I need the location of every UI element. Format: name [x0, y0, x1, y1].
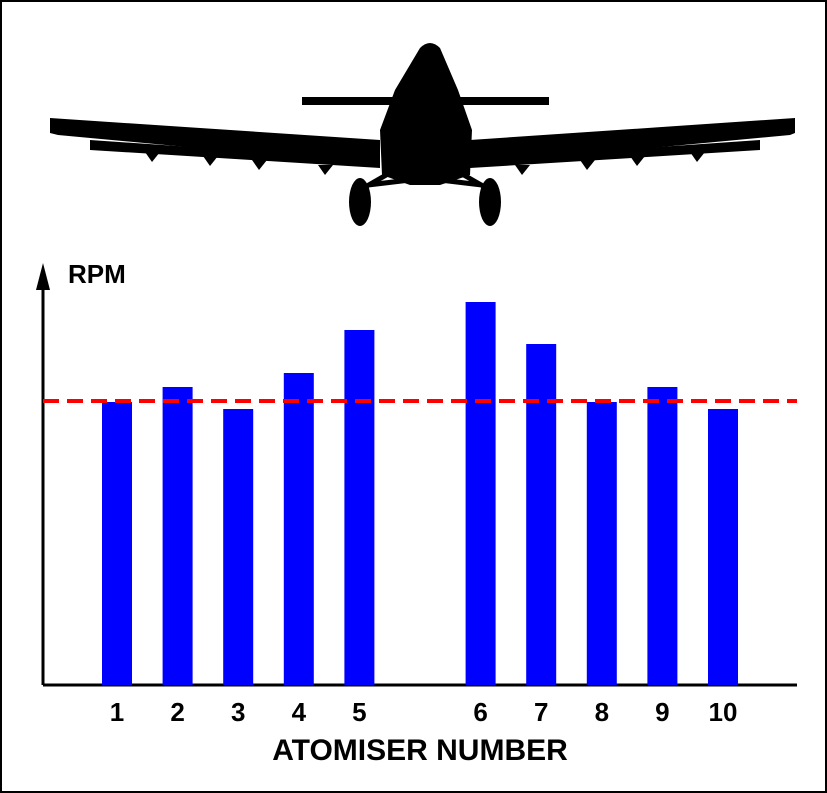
bar — [102, 402, 132, 685]
x-tick-label: 4 — [292, 697, 307, 727]
bar — [708, 409, 738, 685]
y-axis-label: RPM — [68, 259, 126, 289]
x-tick-label: 7 — [534, 697, 548, 727]
x-tick-label: 8 — [595, 697, 609, 727]
x-axis-label: ATOMISER NUMBER — [272, 734, 568, 767]
x-tick-label: 6 — [473, 697, 487, 727]
x-tick-label: 10 — [709, 697, 738, 727]
bar — [163, 387, 193, 685]
x-tick-label: 1 — [110, 697, 124, 727]
bar — [587, 402, 617, 685]
chart: RPM ATOMISER NUMBER 1 2 3 4 5 6 7 8 9 10 — [0, 0, 827, 793]
x-tick-label: 2 — [170, 697, 184, 727]
x-tick-label: 9 — [655, 697, 669, 727]
bar — [284, 373, 314, 685]
bar — [526, 344, 556, 685]
bar — [223, 409, 253, 685]
bar — [647, 387, 677, 685]
bar — [466, 302, 496, 685]
bar — [344, 330, 374, 685]
x-tick-label: 5 — [352, 697, 366, 727]
x-tick-label: 3 — [231, 697, 245, 727]
page: RPM ATOMISER NUMBER 12345678910 (() => {… — [0, 0, 827, 793]
